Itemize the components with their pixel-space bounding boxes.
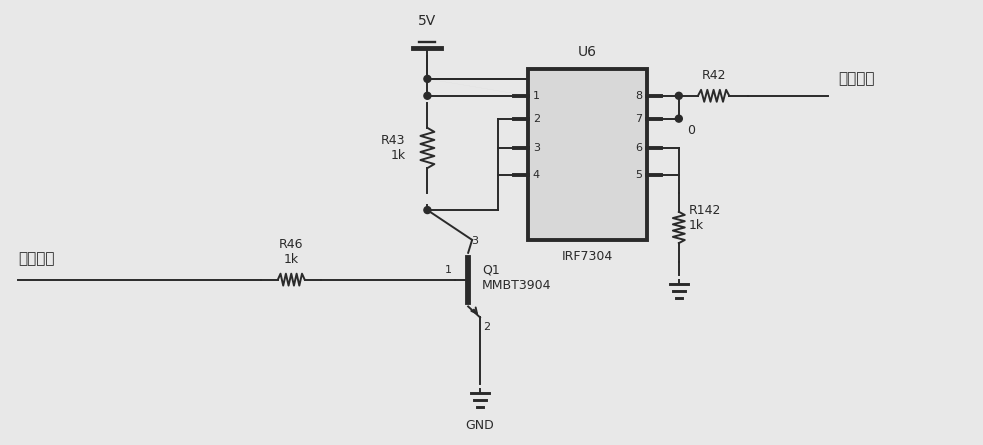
Bar xyxy=(528,69,647,240)
Text: 3: 3 xyxy=(533,143,540,154)
Text: R142
1k: R142 1k xyxy=(689,203,722,231)
Text: 2: 2 xyxy=(533,113,540,124)
Circle shape xyxy=(675,115,682,122)
Circle shape xyxy=(424,92,431,99)
Circle shape xyxy=(675,92,682,99)
Text: Q1
MMBT3904: Q1 MMBT3904 xyxy=(482,263,551,291)
Text: 输出电压: 输出电压 xyxy=(838,71,874,86)
Text: U6: U6 xyxy=(578,45,597,59)
Text: 1: 1 xyxy=(445,265,452,275)
Text: R43
1k: R43 1k xyxy=(381,134,406,162)
Text: 1: 1 xyxy=(533,91,540,101)
Text: 3: 3 xyxy=(471,236,478,246)
Text: 5: 5 xyxy=(635,170,642,180)
Text: 6: 6 xyxy=(635,143,642,154)
Text: 7: 7 xyxy=(635,113,642,124)
Circle shape xyxy=(424,75,431,82)
Text: 4: 4 xyxy=(533,170,540,180)
Text: IRF7304: IRF7304 xyxy=(561,250,613,263)
Text: 控制电压: 控制电压 xyxy=(18,251,54,266)
Text: 5V: 5V xyxy=(419,14,436,28)
Text: R42: R42 xyxy=(701,69,725,82)
Text: 2: 2 xyxy=(483,322,491,332)
Text: GND: GND xyxy=(466,419,494,432)
Text: R46
1k: R46 1k xyxy=(279,238,304,266)
Text: 0: 0 xyxy=(687,124,695,137)
Text: 8: 8 xyxy=(635,91,642,101)
Circle shape xyxy=(424,206,431,214)
